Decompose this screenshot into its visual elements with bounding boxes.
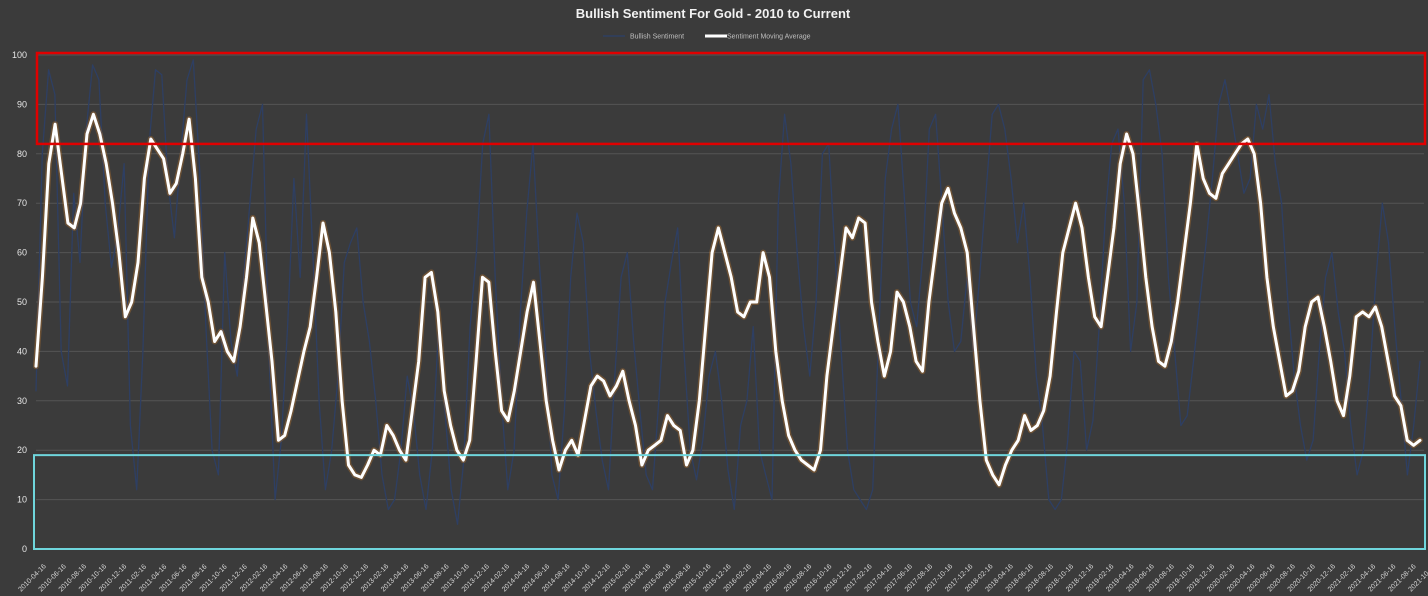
gridlines	[36, 54, 1424, 550]
legend-label-moving-average: Sentiment Moving Average	[727, 34, 811, 41]
y-tick-label: 100	[12, 50, 27, 60]
series-area	[33, 59, 1423, 525]
y-tick-label: 0	[22, 544, 27, 554]
y-tick-label: 30	[17, 396, 27, 406]
y-tick-label: 70	[17, 198, 27, 208]
y-tick-label: 60	[17, 248, 27, 258]
y-tick-label: 10	[17, 495, 27, 505]
series-line-moving-average	[34, 112, 1422, 487]
y-axis: 0 10 20 30 40 50 60 70 80 90 100	[12, 50, 27, 554]
overbought-zone-box	[35, 51, 1427, 146]
y-tick-label: 40	[17, 346, 27, 356]
chart-title: Bullish Sentiment For Gold - 2010 to Cur…	[576, 6, 851, 21]
series-line-bullish-sentiment	[35, 59, 1421, 525]
y-tick-label: 90	[17, 99, 27, 109]
highlight-zones	[33, 51, 1427, 551]
legend: Bullish Sentiment Sentiment Moving Avera…	[603, 34, 811, 41]
oversold-zone-box	[33, 454, 1426, 551]
y-tick-label: 50	[17, 297, 27, 307]
legend-label-bullish: Bullish Sentiment	[630, 34, 684, 41]
y-tick-label: 20	[17, 445, 27, 455]
y-tick-label: 80	[17, 149, 27, 159]
